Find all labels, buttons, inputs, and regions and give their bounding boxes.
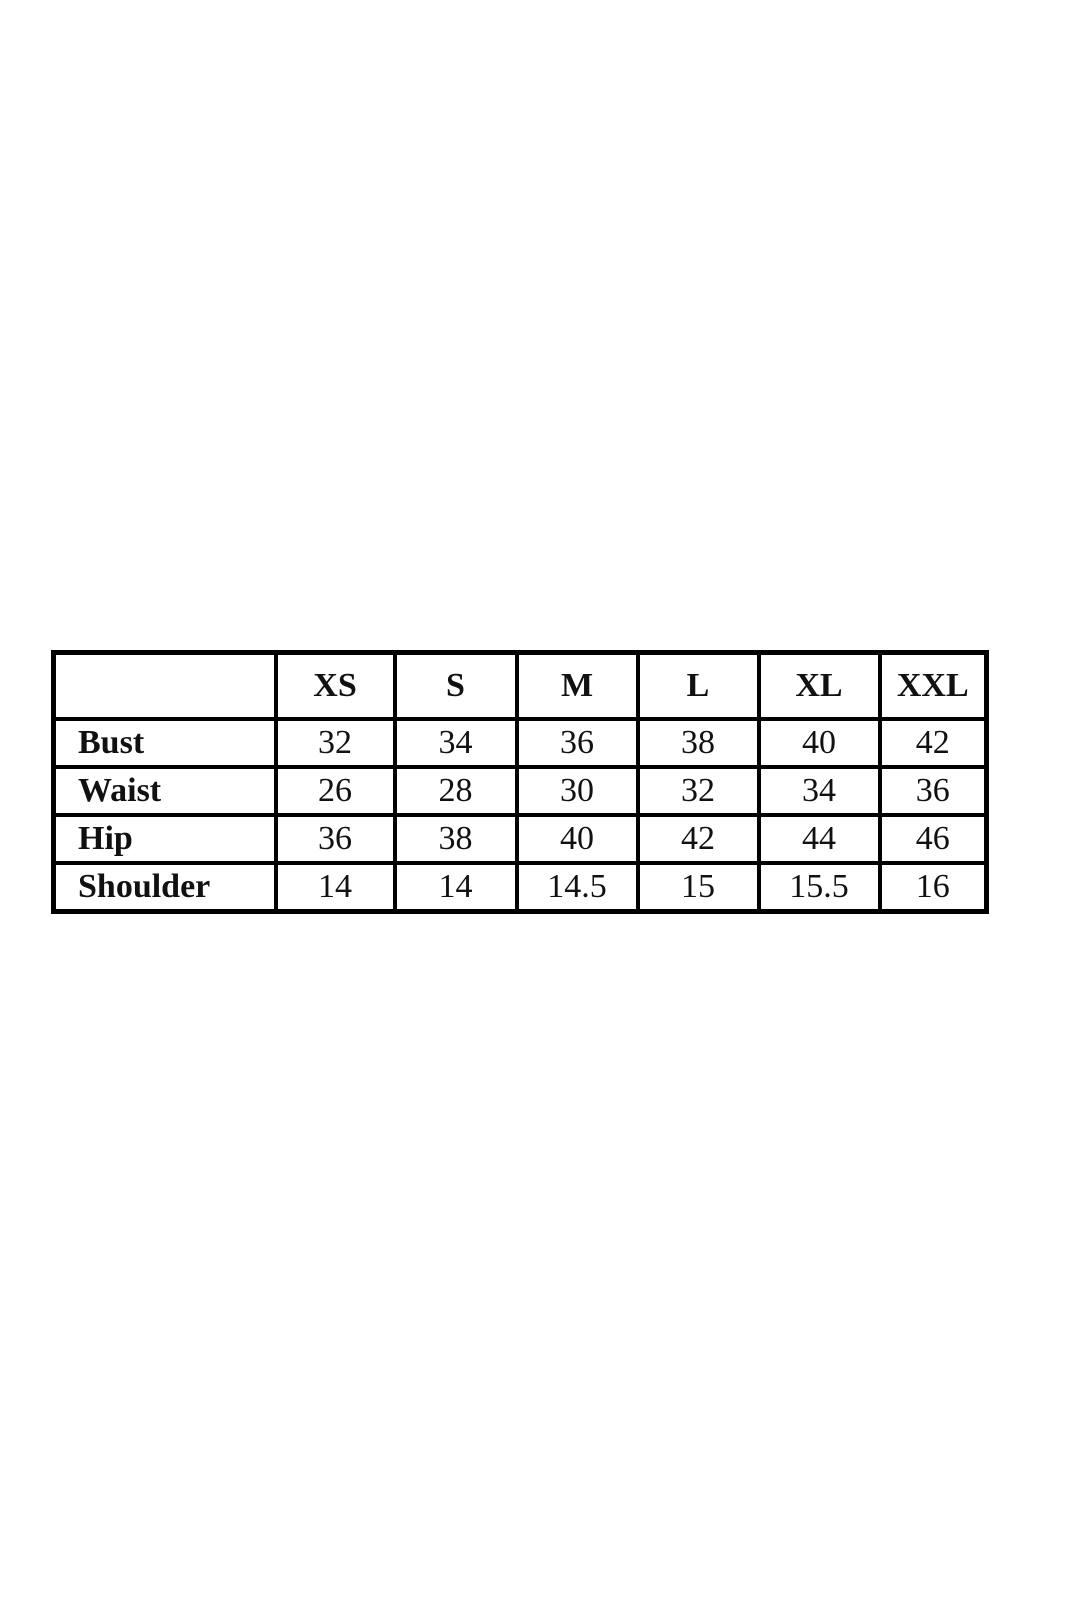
measurement-cell: 15 xyxy=(635,861,761,913)
row-label: Shoulder xyxy=(51,861,278,913)
column-header-s: S xyxy=(392,650,519,721)
measurement-cell: 34 xyxy=(392,717,519,769)
measurement-cell: 40 xyxy=(756,717,882,769)
measurement-cell: 34 xyxy=(756,765,882,817)
measurement-cell: 36 xyxy=(877,765,989,817)
measurement-cell: 44 xyxy=(756,813,882,865)
measurement-cell: 38 xyxy=(635,717,761,769)
column-header-xxl: XXL xyxy=(877,650,989,721)
measurement-cell: 14 xyxy=(392,861,519,913)
measurement-cell: 42 xyxy=(877,717,989,769)
measurement-cell: 42 xyxy=(635,813,761,865)
measurement-cell: 32 xyxy=(273,717,397,769)
measurement-cell: 36 xyxy=(514,717,640,769)
measurement-cell: 16 xyxy=(877,861,989,913)
row-label: Bust xyxy=(51,717,278,769)
table-row-hip: Hip 36 38 40 42 44 46 xyxy=(51,813,989,865)
corner-cell xyxy=(51,650,278,721)
measurement-cell: 14.5 xyxy=(514,861,640,913)
measurement-cell: 32 xyxy=(635,765,761,817)
measurement-cell: 26 xyxy=(273,765,397,817)
column-header-l: L xyxy=(635,650,761,721)
header-row: XS S M L XL XXL xyxy=(51,650,989,721)
measurement-cell: 40 xyxy=(514,813,640,865)
measurement-cell: 36 xyxy=(273,813,397,865)
row-label: Hip xyxy=(51,813,278,865)
measurement-cell: 15.5 xyxy=(756,861,882,913)
size-chart-table: XS S M L XL XXL Bust 32 34 36 38 40 42 Waist 26 2… xyxy=(51,650,989,914)
measurement-cell: 14 xyxy=(273,861,397,913)
table-row-shoulder: Shoulder 14 14 14.5 15 15.5 16 xyxy=(51,861,989,913)
table-row-bust: Bust 32 34 36 38 40 42 xyxy=(51,717,989,769)
column-header-xl: XL xyxy=(756,650,882,721)
column-header-xs: XS xyxy=(273,650,397,721)
row-label: Waist xyxy=(51,765,278,817)
measurement-cell: 38 xyxy=(392,813,519,865)
table-row-waist: Waist 26 28 30 32 34 36 xyxy=(51,765,989,817)
measurement-cell: 46 xyxy=(877,813,989,865)
column-header-m: M xyxy=(514,650,640,721)
measurement-cell: 30 xyxy=(514,765,640,817)
measurement-cell: 28 xyxy=(392,765,519,817)
